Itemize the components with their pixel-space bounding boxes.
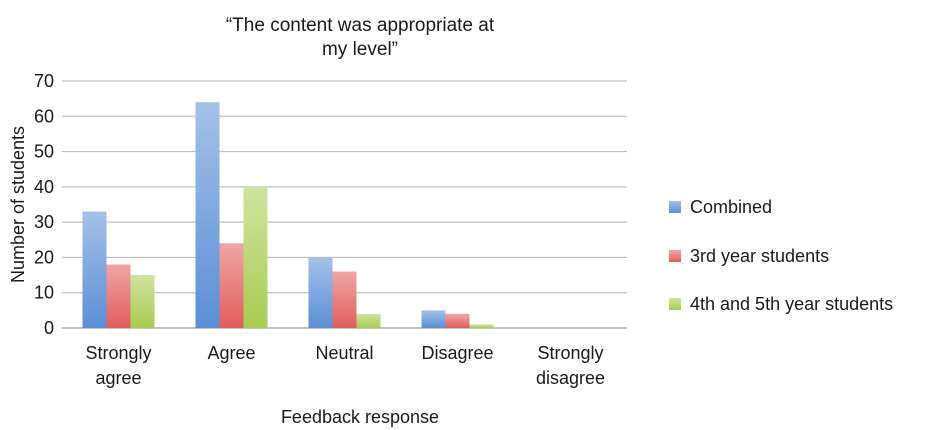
bar-3rd-year-students-disagree bbox=[445, 313, 470, 328]
bar-4th-and-5th-year-students-disagree bbox=[469, 324, 494, 328]
y-tick-label: 0 bbox=[44, 318, 54, 338]
gridlines bbox=[62, 80, 627, 329]
x-axis-label: Feedback response bbox=[281, 407, 439, 427]
chart-title: “The content was appropriate at my level” bbox=[226, 15, 495, 60]
y-tick-label: 40 bbox=[34, 177, 54, 197]
x-tick-label: Agree bbox=[207, 343, 255, 363]
y-tick-label: 70 bbox=[34, 71, 54, 91]
legend-item: 3rd year students bbox=[669, 246, 829, 266]
y-tick-label: 10 bbox=[34, 283, 54, 303]
bar-3rd-year-students-neutral bbox=[332, 271, 357, 328]
bar-combined-strongly-agree bbox=[82, 211, 107, 328]
x-tick-label: Strongly agree bbox=[85, 343, 151, 388]
legend-label: 4th and 5th year students bbox=[690, 294, 893, 314]
x-tick-label: Strongly disagree bbox=[536, 343, 605, 388]
bar-3rd-year-students-agree bbox=[219, 243, 244, 328]
legend-item: 4th and 5th year students bbox=[669, 294, 893, 314]
y-tick-label: 30 bbox=[34, 212, 54, 232]
legend-swatch bbox=[669, 250, 681, 262]
y-tick-labels: 0 10 20 30 40 50 60 70 bbox=[34, 71, 54, 338]
x-tick-label: Neutral bbox=[315, 343, 373, 363]
y-tick-label: 50 bbox=[34, 142, 54, 162]
bar-combined-neutral bbox=[308, 257, 333, 328]
legend-label: 3rd year students bbox=[690, 246, 829, 266]
legend: Combined 3rd year students 4th and 5th yea… bbox=[669, 197, 893, 314]
legend-item: Combined bbox=[669, 197, 772, 217]
y-tick-label: 60 bbox=[34, 106, 54, 126]
bars bbox=[82, 102, 494, 329]
bar-3rd-year-students-strongly-agree bbox=[106, 264, 131, 328]
x-tick-label: Disagree bbox=[421, 343, 493, 363]
bar-combined-disagree bbox=[421, 310, 446, 328]
bar-combined-agree bbox=[195, 102, 220, 329]
y-axis-label: Number of students bbox=[8, 126, 28, 283]
legend-swatch bbox=[669, 201, 681, 213]
bar-4th-and-5th-year-students-strongly-agree bbox=[130, 275, 155, 328]
y-tick-label: 20 bbox=[34, 247, 54, 267]
legend-label: Combined bbox=[690, 197, 772, 217]
bar-4th-and-5th-year-students-agree bbox=[243, 186, 268, 328]
bar-4th-and-5th-year-students-neutral bbox=[356, 313, 381, 328]
legend-swatch bbox=[669, 298, 681, 310]
category-labels: Strongly agree Agree Neutral Disagree Strongl… bbox=[85, 343, 605, 388]
